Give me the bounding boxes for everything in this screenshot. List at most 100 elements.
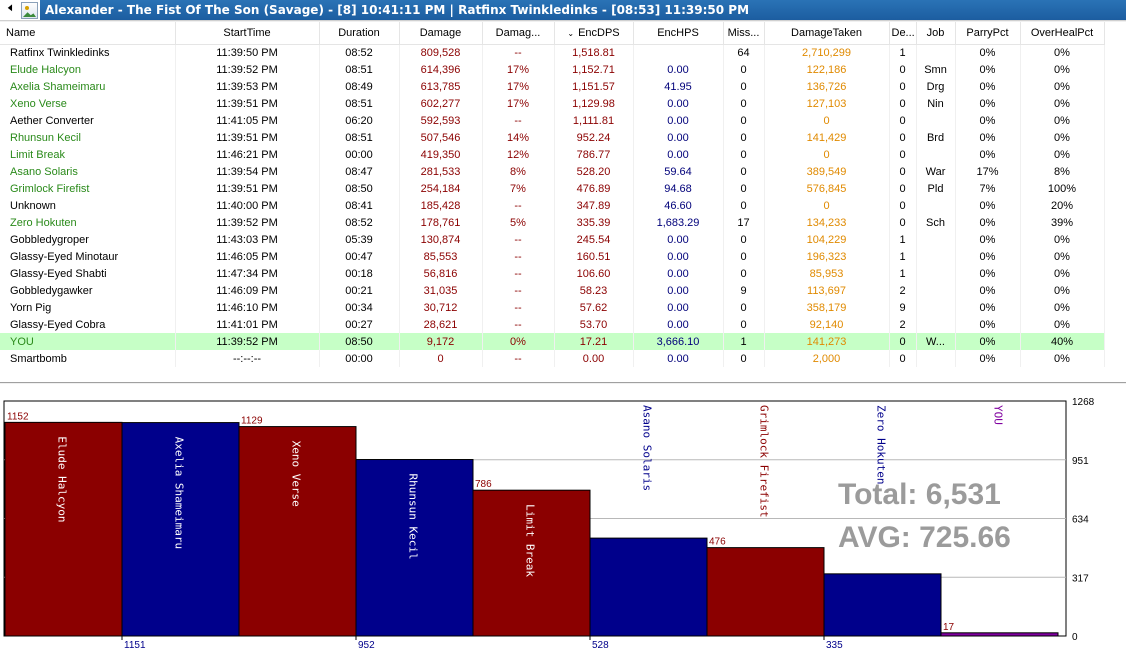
cell-enchps: 0.00 — [633, 112, 724, 129]
cell-overheal-pct: 0% — [1020, 231, 1105, 248]
cell-misses: 0 — [723, 299, 765, 316]
cell-deaths: 0 — [889, 214, 917, 231]
cell-name: Glassy-Eyed Minotaur — [0, 248, 176, 265]
table-row[interactable]: YOU 11:39:52 PM 08:50 9,172 0% 17.21 3,666.10 1… — [0, 333, 1105, 350]
column-header-name[interactable]: Name — [0, 22, 176, 45]
cell-parry-pct: 0% — [955, 350, 1021, 367]
table-row[interactable]: Aether Converter 11:41:05 PM 06:20 592,593-… — [0, 112, 1105, 129]
column-header-duration[interactable]: Duration — [319, 22, 400, 45]
bar — [589, 537, 708, 637]
table-row[interactable]: Unknown 11:40:00 PM 08:41 185,428 -- 347.89 46… — [0, 197, 1105, 214]
cell-parry-pct: 0% — [955, 299, 1021, 316]
table-row[interactable]: Xeno Verse 11:39:51 PM 08:51 602,277 17% 1,12… — [0, 95, 1105, 112]
combatant-table[interactable]: Name StartTime Duration Damage Damag... ⌄ EncD… — [0, 22, 1126, 383]
cell-name: Rhunsun Kecil — [0, 129, 176, 146]
table-row[interactable]: Zero Hokuten 11:39:52 PM 08:52 178,761 5% 335… — [0, 214, 1105, 231]
table-row[interactable]: Glassy-Eyed Shabti 11:47:34 PM 00:18 56,816… — [0, 265, 1105, 282]
cell-damage-pct: -- — [482, 112, 555, 129]
cell-damage: 507,546 — [399, 129, 483, 146]
table-row[interactable]: Yorn Pig 11:46:10 PM 00:34 30,712 -- 57.62 0.0… — [0, 299, 1105, 316]
cell-duration: 00:21 — [319, 282, 400, 299]
cell-damage-pct: -- — [482, 197, 555, 214]
cell-overheal-pct: 0% — [1020, 299, 1105, 316]
cell-name: Limit Break — [0, 146, 176, 163]
cell-overheal-pct: 0% — [1020, 265, 1105, 282]
table-row[interactable]: Glassy-Eyed Minotaur 11:46:05 PM 00:47 85,5… — [0, 248, 1105, 265]
cell-duration: 08:51 — [319, 95, 400, 112]
cell-damage-taken: 0 — [764, 146, 890, 163]
cell-damage-pct: -- — [482, 248, 555, 265]
cell-enchps: 0.00 — [633, 248, 724, 265]
cell-damage: 28,621 — [399, 316, 483, 333]
cell-deaths: 1 — [889, 231, 917, 248]
cell-deaths: 0 — [889, 61, 917, 78]
column-header-damage-pct[interactable]: Damag... — [482, 22, 555, 45]
column-header-overheal-pct[interactable]: OverHealPct — [1020, 22, 1105, 45]
column-header-damage[interactable]: Damage — [399, 22, 483, 45]
cell-job: Nin — [916, 95, 956, 112]
table-row[interactable]: Limit Break 11:46:21 PM 00:00 419,350 12% 786… — [0, 146, 1105, 163]
cell-duration: 08:51 — [319, 61, 400, 78]
cell-deaths: 1 — [889, 248, 917, 265]
cell-parry-pct: 0% — [955, 333, 1021, 350]
cell-starttime: 11:39:51 PM — [175, 95, 320, 112]
cell-damage-pct: -- — [482, 316, 555, 333]
cell-job: Smn — [916, 61, 956, 78]
table-row[interactable]: Glassy-Eyed Cobra 11:41:01 PM 00:27 28,621-… — [0, 316, 1105, 333]
table-row[interactable]: Gobbledygroper 11:43:03 PM 05:39 130,874 -- 2… — [0, 231, 1105, 248]
cell-name: Ratfinx Twinkledinks — [0, 44, 176, 61]
cell-overheal-pct: 0% — [1020, 316, 1105, 333]
cell-parry-pct: 17% — [955, 163, 1021, 180]
column-header-starttime[interactable]: StartTime — [175, 22, 320, 45]
cell-enchps: 0.00 — [633, 299, 724, 316]
cell-encdps: 1,129.98 — [554, 95, 634, 112]
cell-starttime: 11:39:53 PM — [175, 78, 320, 95]
cell-encdps: 1,518.81 — [554, 44, 634, 61]
cell-name: Unknown — [0, 197, 176, 214]
cell-name: Grimlock Firefist — [0, 180, 176, 197]
cell-overheal-pct: 39% — [1020, 214, 1105, 231]
column-header-label: Duration — [338, 26, 380, 39]
cell-starttime: 11:39:51 PM — [175, 180, 320, 197]
table-row[interactable]: Grimlock Firefist 11:39:51 PM 08:50 254,184… — [0, 180, 1105, 197]
cell-starttime: 11:46:21 PM — [175, 146, 320, 163]
average-label: AVG: 725.66 — [838, 521, 1011, 554]
cell-enchps: 0.00 — [633, 350, 724, 367]
table-row[interactable]: Asano Solaris 11:39:54 PM 08:47 281,533 8% 52… — [0, 163, 1105, 180]
table-row[interactable]: Rhunsun Kecil 11:39:51 PM 08:51 507,546 14% 9… — [0, 129, 1105, 146]
cell-deaths: 0 — [889, 333, 917, 350]
back-arrow-icon[interactable]: 🢐 — [7, 0, 13, 15]
column-header-damage-taken[interactable]: DamageTaken — [764, 22, 890, 45]
cell-deaths: 0 — [889, 350, 917, 367]
column-header-enchps[interactable]: EncHPS — [633, 22, 724, 45]
y-tick-label: 951 — [1072, 456, 1089, 467]
column-header-misses[interactable]: Miss... — [723, 22, 765, 45]
column-header-job[interactable]: Job — [916, 22, 956, 45]
column-header-encdps[interactable]: ⌄ EncDPS — [554, 22, 634, 45]
cell-starttime: 11:39:52 PM — [175, 61, 320, 78]
bar-value-label: 528 — [592, 640, 609, 651]
cell-job — [916, 197, 956, 214]
table-row[interactable]: Axelia Shameimaru 11:39:53 PM 08:49 613,785… — [0, 78, 1105, 95]
cell-duration: 00:47 — [319, 248, 400, 265]
table-row[interactable]: Elude Halcyon 11:39:52 PM 08:51 614,396 17% 1… — [0, 61, 1105, 78]
cell-misses: 0 — [723, 78, 765, 95]
total-label: Total: 6,531 — [838, 478, 1001, 511]
cell-overheal-pct: 0% — [1020, 61, 1105, 78]
table-row[interactable]: Ratfinx Twinkledinks 11:39:50 PM 08:52 809,… — [0, 44, 1105, 61]
table-row[interactable]: Smartbomb --:--:-- 00:00 0 -- 0.00 0.00 0 2,000 0… — [0, 350, 1105, 367]
cell-encdps: 1,152.71 — [554, 61, 634, 78]
column-header-deaths[interactable]: De... — [889, 22, 917, 45]
cell-encdps: 106.60 — [554, 265, 634, 282]
cell-deaths: 2 — [889, 316, 917, 333]
cell-misses: 0 — [723, 197, 765, 214]
table-row[interactable]: Gobbledygawker 11:46:09 PM 00:21 31,035 -- 58… — [0, 282, 1105, 299]
bar-value-label: 1152 — [7, 411, 29, 422]
cell-enchps: 0.00 — [633, 129, 724, 146]
cell-damage-pct: 5% — [482, 214, 555, 231]
cell-damage-taken: 2,710,299 — [764, 44, 890, 61]
picture-icon[interactable] — [21, 2, 38, 19]
cell-damage-pct: 17% — [482, 95, 555, 112]
cell-name: Yorn Pig — [0, 299, 176, 316]
column-header-parry-pct[interactable]: ParryPct — [955, 22, 1021, 45]
